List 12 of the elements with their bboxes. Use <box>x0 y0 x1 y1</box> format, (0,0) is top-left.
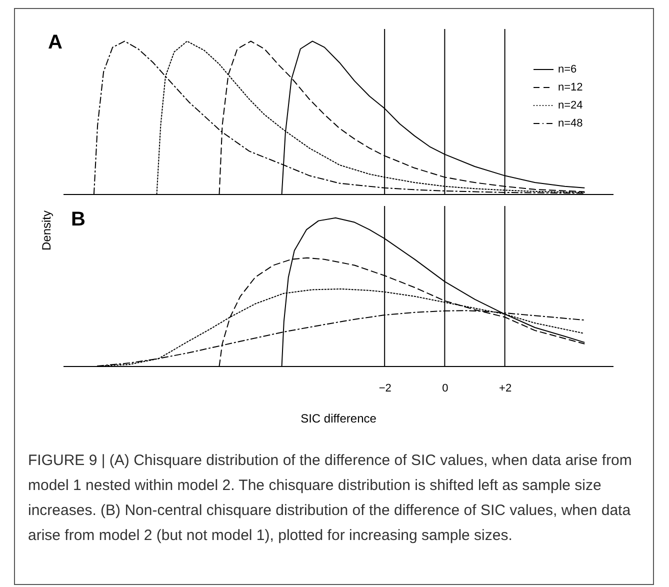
x-tick-label: +2 <box>499 382 512 394</box>
legend-label: n=6 <box>558 64 577 76</box>
chart-title: A <box>48 32 62 54</box>
caption: FIGURE 9 | (A) Chisquare distribution of the difference of SIC values, when data arise from model 1 nested within model 2. The chisquare distribution is shifted left as sample size increases. (B) Non-central chisquare distribution of the difference of SIC values, when data arise from model 2 (but not model 1), plotted for increasing sample sizes. <box>28 451 633 546</box>
x-tick-label: −2 <box>378 382 392 394</box>
legend-label: n=12 <box>558 82 583 94</box>
legend-label: n=48 <box>558 118 583 130</box>
y-axis-title: Density <box>40 210 54 251</box>
x-axis-title: SIC difference <box>300 412 377 426</box>
x-tick-label: 0 <box>442 382 448 394</box>
legend-label: n=24 <box>558 100 583 112</box>
chart-title: B <box>71 208 86 230</box>
